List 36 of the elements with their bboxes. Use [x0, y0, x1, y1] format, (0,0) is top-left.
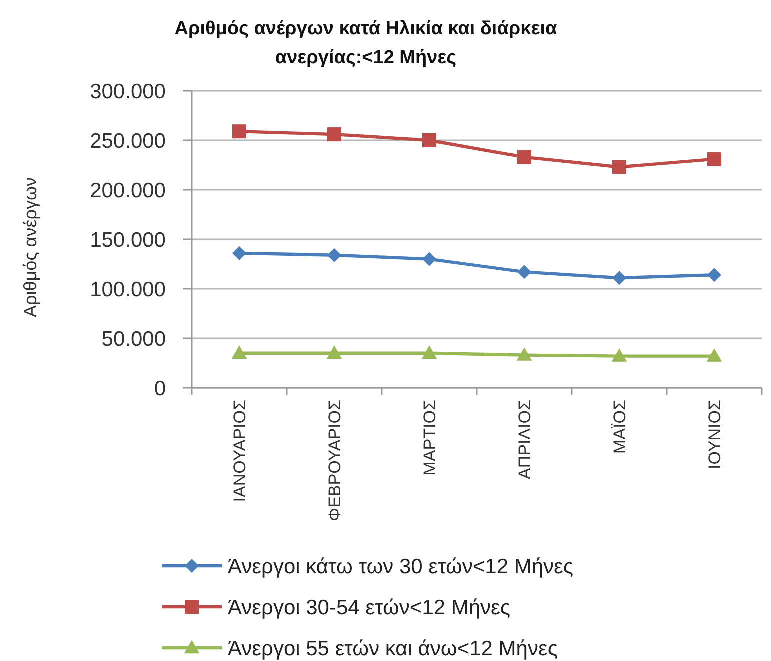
chart-title: Αριθμός ανέργων κατά Ηλικία και διάρκεια ανεργίας:<12 Μήνες [174, 18, 558, 69]
point [612, 348, 628, 362]
point [232, 124, 246, 139]
point [326, 346, 342, 359]
y-tick-label: 0 [154, 377, 166, 400]
point [708, 268, 722, 282]
point [232, 246, 246, 260]
y-tick-label: 200.000 [90, 179, 166, 202]
legend-label: Άνεργοι κάτω των 30 ετών<12 Μήνες [228, 555, 574, 578]
legend-label: Άνεργοι 55 ετών και άνω<12 Μήνες [228, 637, 558, 660]
x-tick-label: ΙΑΝΟΥΑΡΙΟΣ [230, 400, 250, 502]
point [518, 150, 532, 164]
point [612, 271, 626, 286]
legend-label: Άνεργοι 30-54 ετών<12 Μήνες [228, 596, 511, 620]
point [516, 348, 532, 361]
x-tick-label: ΙΟΥΝΙΟΣ [705, 400, 724, 470]
point [328, 248, 342, 262]
point [232, 346, 248, 359]
point [422, 134, 436, 148]
point [706, 348, 722, 362]
x-tick-label: ΑΠΡΙΛΙΟΣ [515, 400, 534, 480]
y-axis-title: Αριθμός ανέργων [20, 177, 40, 318]
y-tick-label: 250.000 [90, 130, 166, 153]
y-tick-label: 150.000 [90, 228, 166, 252]
point [708, 152, 722, 166]
x-tick-label: ΜΑΡΤΙΟΣ [420, 400, 440, 476]
y-tick-label: 100.000 [90, 278, 166, 302]
y-tick-label: 50.000 [102, 328, 166, 351]
x-tick-label: ΜΑΪΟΣ [610, 400, 630, 454]
point [518, 265, 532, 280]
point [422, 252, 436, 266]
y-tick-label: 300.000 [90, 80, 166, 104]
point [422, 346, 438, 359]
point [612, 160, 626, 174]
x-tick-label: ΦΕΒΡΟΥΑΡΙΟΣ [325, 400, 344, 522]
point [328, 128, 342, 142]
